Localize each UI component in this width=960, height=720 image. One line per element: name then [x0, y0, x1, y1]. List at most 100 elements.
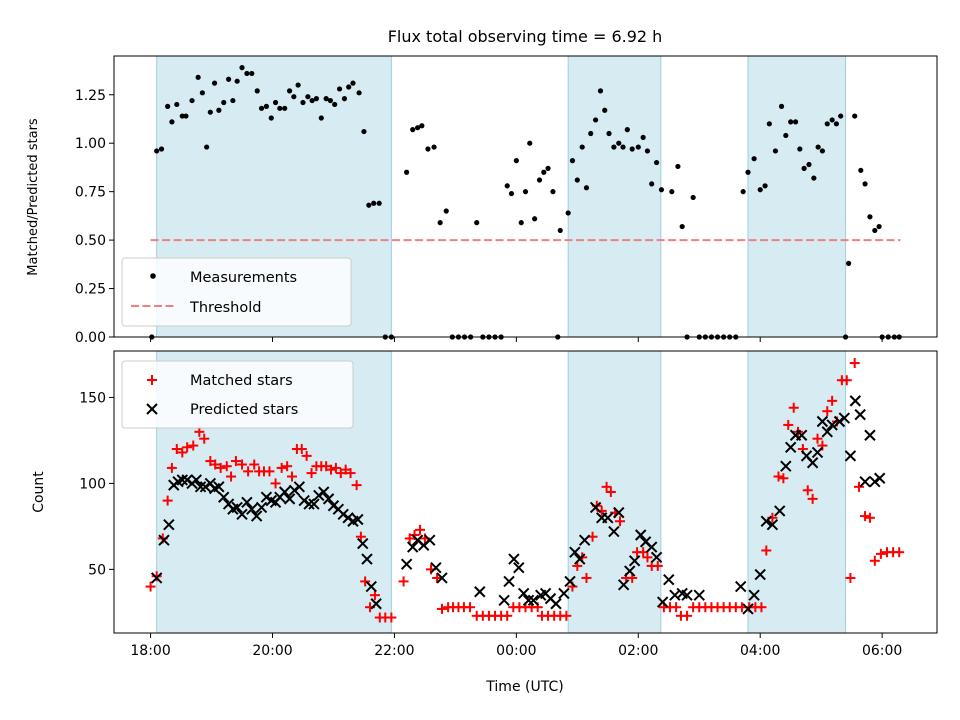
x-stroke	[352, 513, 364, 526]
x-stroke	[213, 481, 225, 493]
data-point	[802, 485, 813, 496]
data-point	[183, 113, 189, 119]
data-point	[658, 187, 665, 193]
data-point	[414, 125, 421, 131]
data-point	[249, 70, 255, 77]
data-point	[772, 148, 779, 154]
x-stroke	[766, 518, 779, 531]
data-point	[432, 572, 443, 583]
x-stroke	[322, 493, 335, 505]
data-point	[355, 531, 366, 542]
data-point	[629, 146, 635, 152]
data-point	[859, 475, 871, 488]
bottom-y-axis-label: Count	[31, 471, 47, 513]
data-point	[624, 127, 630, 133]
data-point	[169, 119, 175, 125]
data-point	[541, 169, 547, 175]
data-point	[313, 489, 325, 502]
data-point	[306, 468, 317, 479]
data-point	[819, 148, 825, 154]
data-point	[601, 481, 612, 492]
data-point	[518, 220, 524, 226]
x-stroke	[544, 592, 557, 605]
data-point	[762, 183, 768, 189]
data-point	[620, 144, 626, 150]
data-point	[436, 603, 447, 614]
x-stroke	[313, 489, 325, 502]
x-stroke	[361, 553, 373, 565]
data-point	[875, 548, 886, 559]
data-point	[833, 415, 846, 428]
data-point	[308, 498, 320, 510]
data-point	[569, 158, 576, 164]
y-tick-label: 1.25	[75, 88, 106, 104]
data-point	[199, 90, 205, 96]
bottom-x-ticks: 18:00 20:00 22:00 00:00 02:00 04:00 06:00	[130, 633, 902, 659]
data-point	[356, 90, 362, 96]
x-stroke	[436, 572, 448, 584]
data-point	[827, 395, 838, 406]
data-point	[216, 107, 222, 113]
x-stroke	[332, 503, 345, 515]
data-point	[166, 462, 177, 473]
data-point	[812, 433, 823, 444]
data-point	[869, 555, 880, 566]
data-point	[221, 461, 232, 472]
data-point	[250, 510, 263, 522]
x-stroke	[645, 541, 658, 553]
data-point	[671, 602, 682, 613]
y-tick-label: 100	[79, 476, 106, 492]
data-point	[773, 471, 784, 482]
data-point	[474, 586, 486, 598]
data-point	[561, 610, 572, 621]
data-point	[756, 602, 767, 613]
x-stroke	[838, 412, 851, 424]
data-point	[199, 481, 212, 493]
data-point	[745, 169, 751, 175]
data-point	[558, 587, 570, 600]
top-y-axis-label: Matched/Predicted stars	[26, 118, 41, 276]
data-point	[263, 103, 270, 109]
top-legend-box	[121, 257, 352, 327]
data-point	[522, 594, 535, 607]
data-point	[231, 501, 243, 514]
data-point	[852, 113, 858, 119]
x-stroke	[318, 486, 330, 498]
x-tick-label: 18:00	[130, 643, 170, 659]
x-stroke	[650, 551, 663, 564]
x-stroke	[260, 491, 273, 503]
x-stroke	[826, 419, 838, 431]
shaded-region	[567, 55, 662, 338]
data-point	[400, 558, 413, 570]
data-point	[243, 466, 254, 477]
data-point	[221, 99, 227, 106]
data-point	[210, 459, 221, 470]
data-point	[305, 94, 311, 100]
data-point	[795, 429, 808, 441]
data-point	[165, 103, 171, 109]
data-point	[872, 227, 878, 234]
data-point	[517, 587, 530, 600]
data-point	[272, 99, 279, 106]
data-point	[527, 140, 533, 146]
data-point	[513, 561, 525, 574]
legend-marker-measurements	[150, 273, 156, 279]
data-point	[189, 97, 195, 104]
data-point	[431, 144, 437, 150]
data-point	[588, 130, 594, 137]
data-point	[145, 581, 156, 592]
data-point	[845, 572, 856, 583]
data-point	[788, 119, 794, 125]
data-point	[628, 555, 641, 567]
y-tick-label: 150	[79, 390, 106, 406]
series-predicted-stars	[150, 395, 886, 615]
x-stroke	[190, 474, 203, 486]
x-stroke	[784, 441, 797, 453]
data-point	[230, 456, 241, 467]
data-point	[301, 450, 312, 461]
legend-label-predicted-stars: Predicted stars	[190, 402, 298, 418]
data-point	[158, 146, 165, 152]
data-point	[611, 144, 617, 150]
x-stroke	[873, 472, 886, 484]
x-stroke	[337, 508, 349, 521]
